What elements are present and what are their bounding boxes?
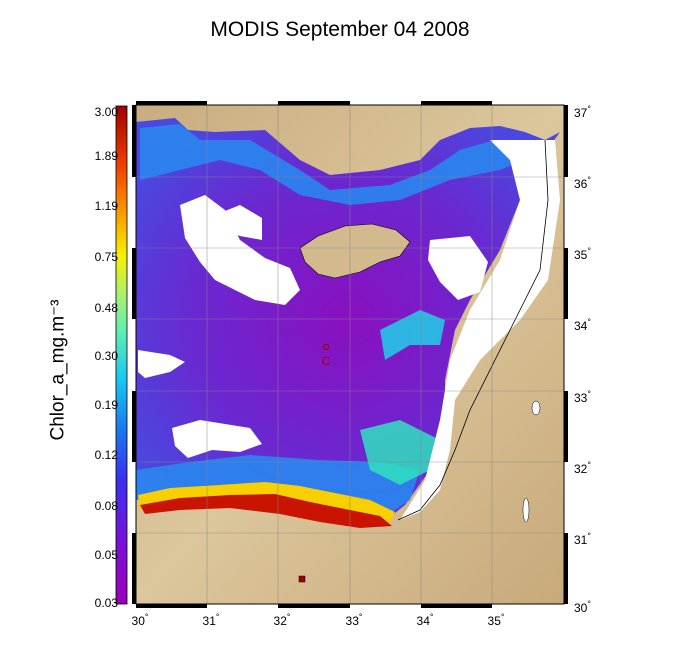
cyan-filament — [380, 310, 445, 360]
lat-tick: 35° — [574, 246, 591, 262]
coastal-turkey-band — [140, 124, 540, 205]
colorbar-tick: 0.30 — [94, 349, 118, 363]
no-data-cloud-nw — [215, 205, 262, 240]
lon-tick: 31° — [202, 612, 220, 628]
map-border-ticks — [132, 101, 568, 608]
lake-feature — [531, 400, 541, 416]
lon-tick: 32° — [273, 612, 291, 628]
no-data-cloud-mid — [138, 350, 185, 378]
lon-tick: 35° — [487, 612, 505, 628]
lon-tick: 30° — [131, 612, 149, 628]
colorbar-tick: 0.12 — [94, 448, 118, 462]
no-data-east — [400, 140, 560, 520]
colorbar-tick: 0.75 — [94, 250, 118, 264]
station-marker — [322, 343, 330, 351]
no-data-cloud-cyprus-east — [428, 236, 488, 300]
map-title: MODIS September 04 2008 — [210, 18, 470, 41]
map-layers — [136, 105, 564, 604]
lat-tick: 33° — [574, 389, 591, 405]
lat-tick: 37° — [574, 104, 591, 120]
cyprus-island — [299, 223, 411, 279]
lat-tick: 30° — [574, 599, 591, 615]
levant-coastline — [397, 139, 549, 521]
lat-tick: 34° — [574, 317, 591, 333]
colorbar-tick: 0.48 — [94, 301, 118, 315]
lon-tick: 34° — [416, 612, 434, 628]
station-marker-land — [298, 575, 306, 583]
lat-tick: 32° — [574, 460, 591, 476]
colorbar — [115, 105, 128, 605]
lat-tick: 31° — [574, 531, 591, 547]
cyan-filament-south — [360, 420, 440, 485]
colorbar-tick: 0.05 — [94, 548, 118, 562]
no-data-cloud-west — [180, 195, 300, 305]
colorbar-tick: 1.19 — [94, 199, 118, 213]
station-label: C — [322, 354, 331, 368]
graticule — [136, 105, 564, 604]
no-data-cloud-south — [172, 420, 262, 458]
lake-feature-south — [522, 497, 530, 523]
colorbar-tick: 0.08 — [94, 499, 118, 513]
nile-bloom-red — [140, 494, 392, 528]
colorbar-tick: 0.19 — [94, 398, 118, 412]
colorbar-tick: 0.03 — [94, 596, 118, 610]
lon-tick: 33° — [345, 612, 363, 628]
colorbar-tick: 3.00 — [94, 105, 118, 119]
colorbar-tick: 1.89 — [94, 149, 118, 163]
lat-tick: 36° — [574, 175, 591, 191]
